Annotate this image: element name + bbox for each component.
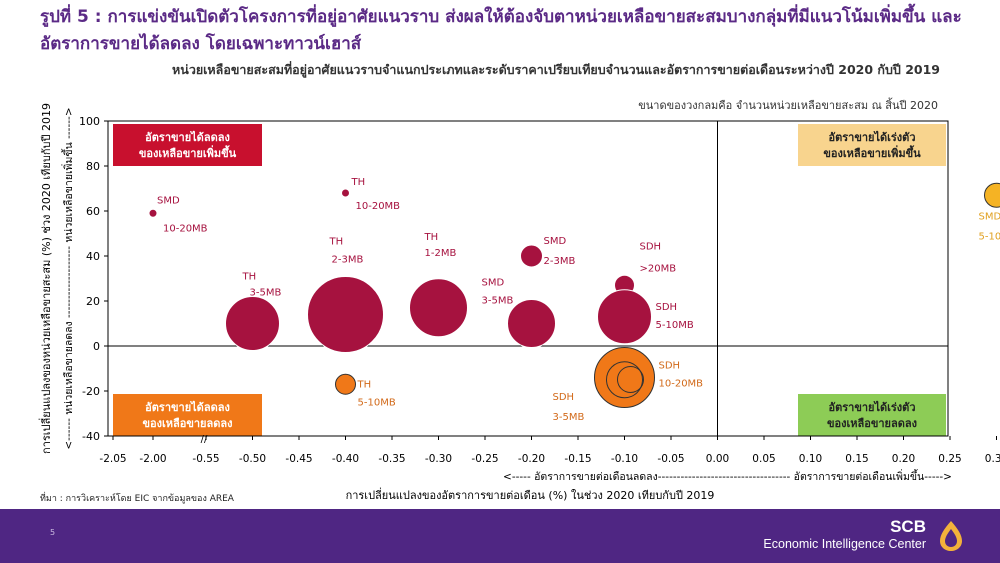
x-tick-label: -0.15: [564, 453, 591, 465]
brand-center-name: Economic Intelligence Center: [763, 537, 926, 551]
bubble-type-label: TH: [351, 177, 366, 188]
bubble-point: [225, 296, 280, 351]
quadrant-label-top-left: ของเหลือขายเพิ่มขึ้น: [139, 145, 237, 160]
x-axis-title: การเปลี่ยนแปลงของอัตราการขายต่อเดือน (%)…: [346, 487, 715, 502]
x-tick-label: -2.05: [99, 453, 126, 465]
bubble-chart: อัตราขายได้ลดลงของเหลือขายเพิ่มขึ้นอัตรา…: [38, 103, 1000, 502]
quadrant-label-top-left: อัตราขายได้ลดลง: [145, 130, 230, 144]
x-tick-label: 0.25: [938, 453, 961, 465]
bubble-type-label: SMD: [482, 278, 505, 289]
bubble-price-label: 2-3MB: [332, 255, 364, 266]
bubble-price-label: 10-20MB: [356, 201, 401, 212]
brand-block: SCB Economic Intelligence Center: [763, 517, 926, 553]
y-tick-label: 40: [86, 250, 100, 263]
x-tick-label: -0.20: [518, 453, 545, 465]
quadrant-label-bottom-left: ของเหลือขายลดลง: [143, 417, 233, 430]
quadrant-label-bottom-right: อัตราขายได้เร่งตัว: [828, 400, 915, 414]
bubble-type-label: TH: [424, 232, 439, 243]
y-tick-label: 60: [86, 205, 100, 218]
x-direction-label: <----- อัตราการขายต่อเดือนลดลง----------…: [503, 469, 952, 483]
footer-band: 5 SCB Economic Intelligence Center: [0, 509, 1000, 563]
bubble-point: [520, 244, 543, 268]
x-tick-label: 0.20: [892, 453, 915, 465]
quadrant-label-bottom-left: อัตราขายได้ลดลง: [145, 400, 230, 414]
bubble-price-label: 3-5MB: [250, 288, 282, 299]
y-tick-label: -40: [82, 430, 100, 443]
bubble-price-label: 2-3MB: [544, 256, 576, 267]
page-number: 5: [50, 528, 56, 537]
bubble-point: [148, 208, 158, 218]
quadrant-label-top-right: ของเหลือขายเพิ่มขึ้น: [823, 145, 921, 160]
y-tick-label: 100: [79, 115, 100, 128]
x-tick-label: -0.50: [239, 453, 266, 465]
chart-subtitle: หน่วยเหลือขายสะสมที่อยู่อาศัยแนวราบจำแนก…: [172, 62, 940, 77]
bubble-type-label: SDH: [553, 392, 575, 403]
y-tick-label: 0: [93, 340, 100, 353]
y-tick-label: 80: [86, 160, 100, 173]
x-tick-label: -0.10: [611, 453, 638, 465]
bubble-type-label: TH: [329, 237, 344, 248]
quadrant-box-bottom-right: [798, 394, 946, 436]
quadrant-box-top-left: [113, 124, 262, 166]
x-tick-label: -0.40: [332, 453, 359, 465]
bubble-type-label: TH: [357, 379, 372, 390]
x-tick-label: -0.45: [285, 453, 312, 465]
brand-name: SCB: [890, 517, 926, 536]
y-tick-label: 20: [86, 295, 100, 308]
quadrant-box-bottom-left: [113, 394, 262, 436]
bubble-price-label: 5-10MB: [656, 320, 694, 331]
bubble-price-label: 10-20MB: [659, 379, 704, 390]
bubble-type-label: SDH: [659, 361, 681, 372]
bubble-price-label: 1-2MB: [425, 248, 457, 259]
bubble-point: [597, 289, 652, 345]
x-tick-label: 0.10: [799, 453, 822, 465]
bubble-type-label: SDH: [656, 302, 678, 313]
bubble-point: [341, 188, 350, 198]
plot-frame: [107, 120, 949, 437]
quadrant-label-bottom-right: ของเหลือขายลดลง: [827, 417, 917, 430]
bubble-point: [507, 299, 556, 348]
x-tick-label: 0.05: [752, 453, 775, 465]
bubble-size-note: ขนาดของวงกลมคือ จำนวนหน่วยเหลือขายสะสม ณ…: [638, 99, 938, 112]
bubble-price-label: 5-10MB: [358, 397, 396, 408]
bubble-price-label: 5-10MB: [979, 231, 1000, 242]
x-tick-label: -0.05: [657, 453, 684, 465]
x-tick-label: -0.55: [192, 453, 219, 465]
page-title: รูปที่ 5 : การแข่งขันเปิดตัวโครงการที่อย…: [40, 7, 962, 54]
x-tick-label: 0.15: [845, 453, 868, 465]
y-axis-title: การเปลี่ยนแปลงของหน่วยเหลือขายสะสม (%) ช…: [38, 103, 53, 454]
x-tick-label: -0.25: [471, 453, 498, 465]
bubble-type-label: SMD: [979, 211, 1000, 222]
source-note: ที่มา : การวิเคราะห์โดย EIC จากข้อมูลของ…: [40, 494, 234, 504]
bubble-point: [606, 361, 643, 399]
bubble-type-label: SMD: [544, 236, 567, 247]
bubble-point: [335, 373, 356, 395]
bubble-type-label: SMD: [157, 195, 180, 206]
x-tick-label: -0.30: [425, 453, 452, 465]
bubble-point: [307, 276, 384, 353]
quadrant-label-top-right: อัตราขายได้เร่งตัว: [828, 130, 915, 144]
quadrant-box-top-right: [798, 124, 946, 166]
scb-logo-icon: [940, 521, 962, 551]
bubble-price-label: >20MB: [640, 263, 677, 274]
bubble-inner-ring: [617, 366, 644, 393]
bubble-price-label: 3-5MB: [482, 296, 514, 307]
bubble-point: [984, 182, 1000, 208]
y-tick-label: -20: [82, 385, 100, 398]
x-tick-label: -2.00: [139, 453, 166, 465]
x-tick-label: -0.35: [378, 453, 405, 465]
x-tick-label: 0.30: [985, 453, 1000, 465]
bubble-price-label: 10-20MB: [163, 223, 208, 234]
x-tick-label: 0.00: [706, 453, 729, 465]
bubble-point: [409, 278, 468, 338]
bubble-type-label: TH: [242, 272, 257, 283]
y-direction-label: <------ หน่วยเหลือขายลดลง --------------…: [61, 107, 75, 449]
bubble-price-label: 3-5MB: [553, 412, 585, 423]
axis-break-marker: //: [201, 434, 208, 445]
bubble-type-label: SDH: [640, 241, 662, 252]
